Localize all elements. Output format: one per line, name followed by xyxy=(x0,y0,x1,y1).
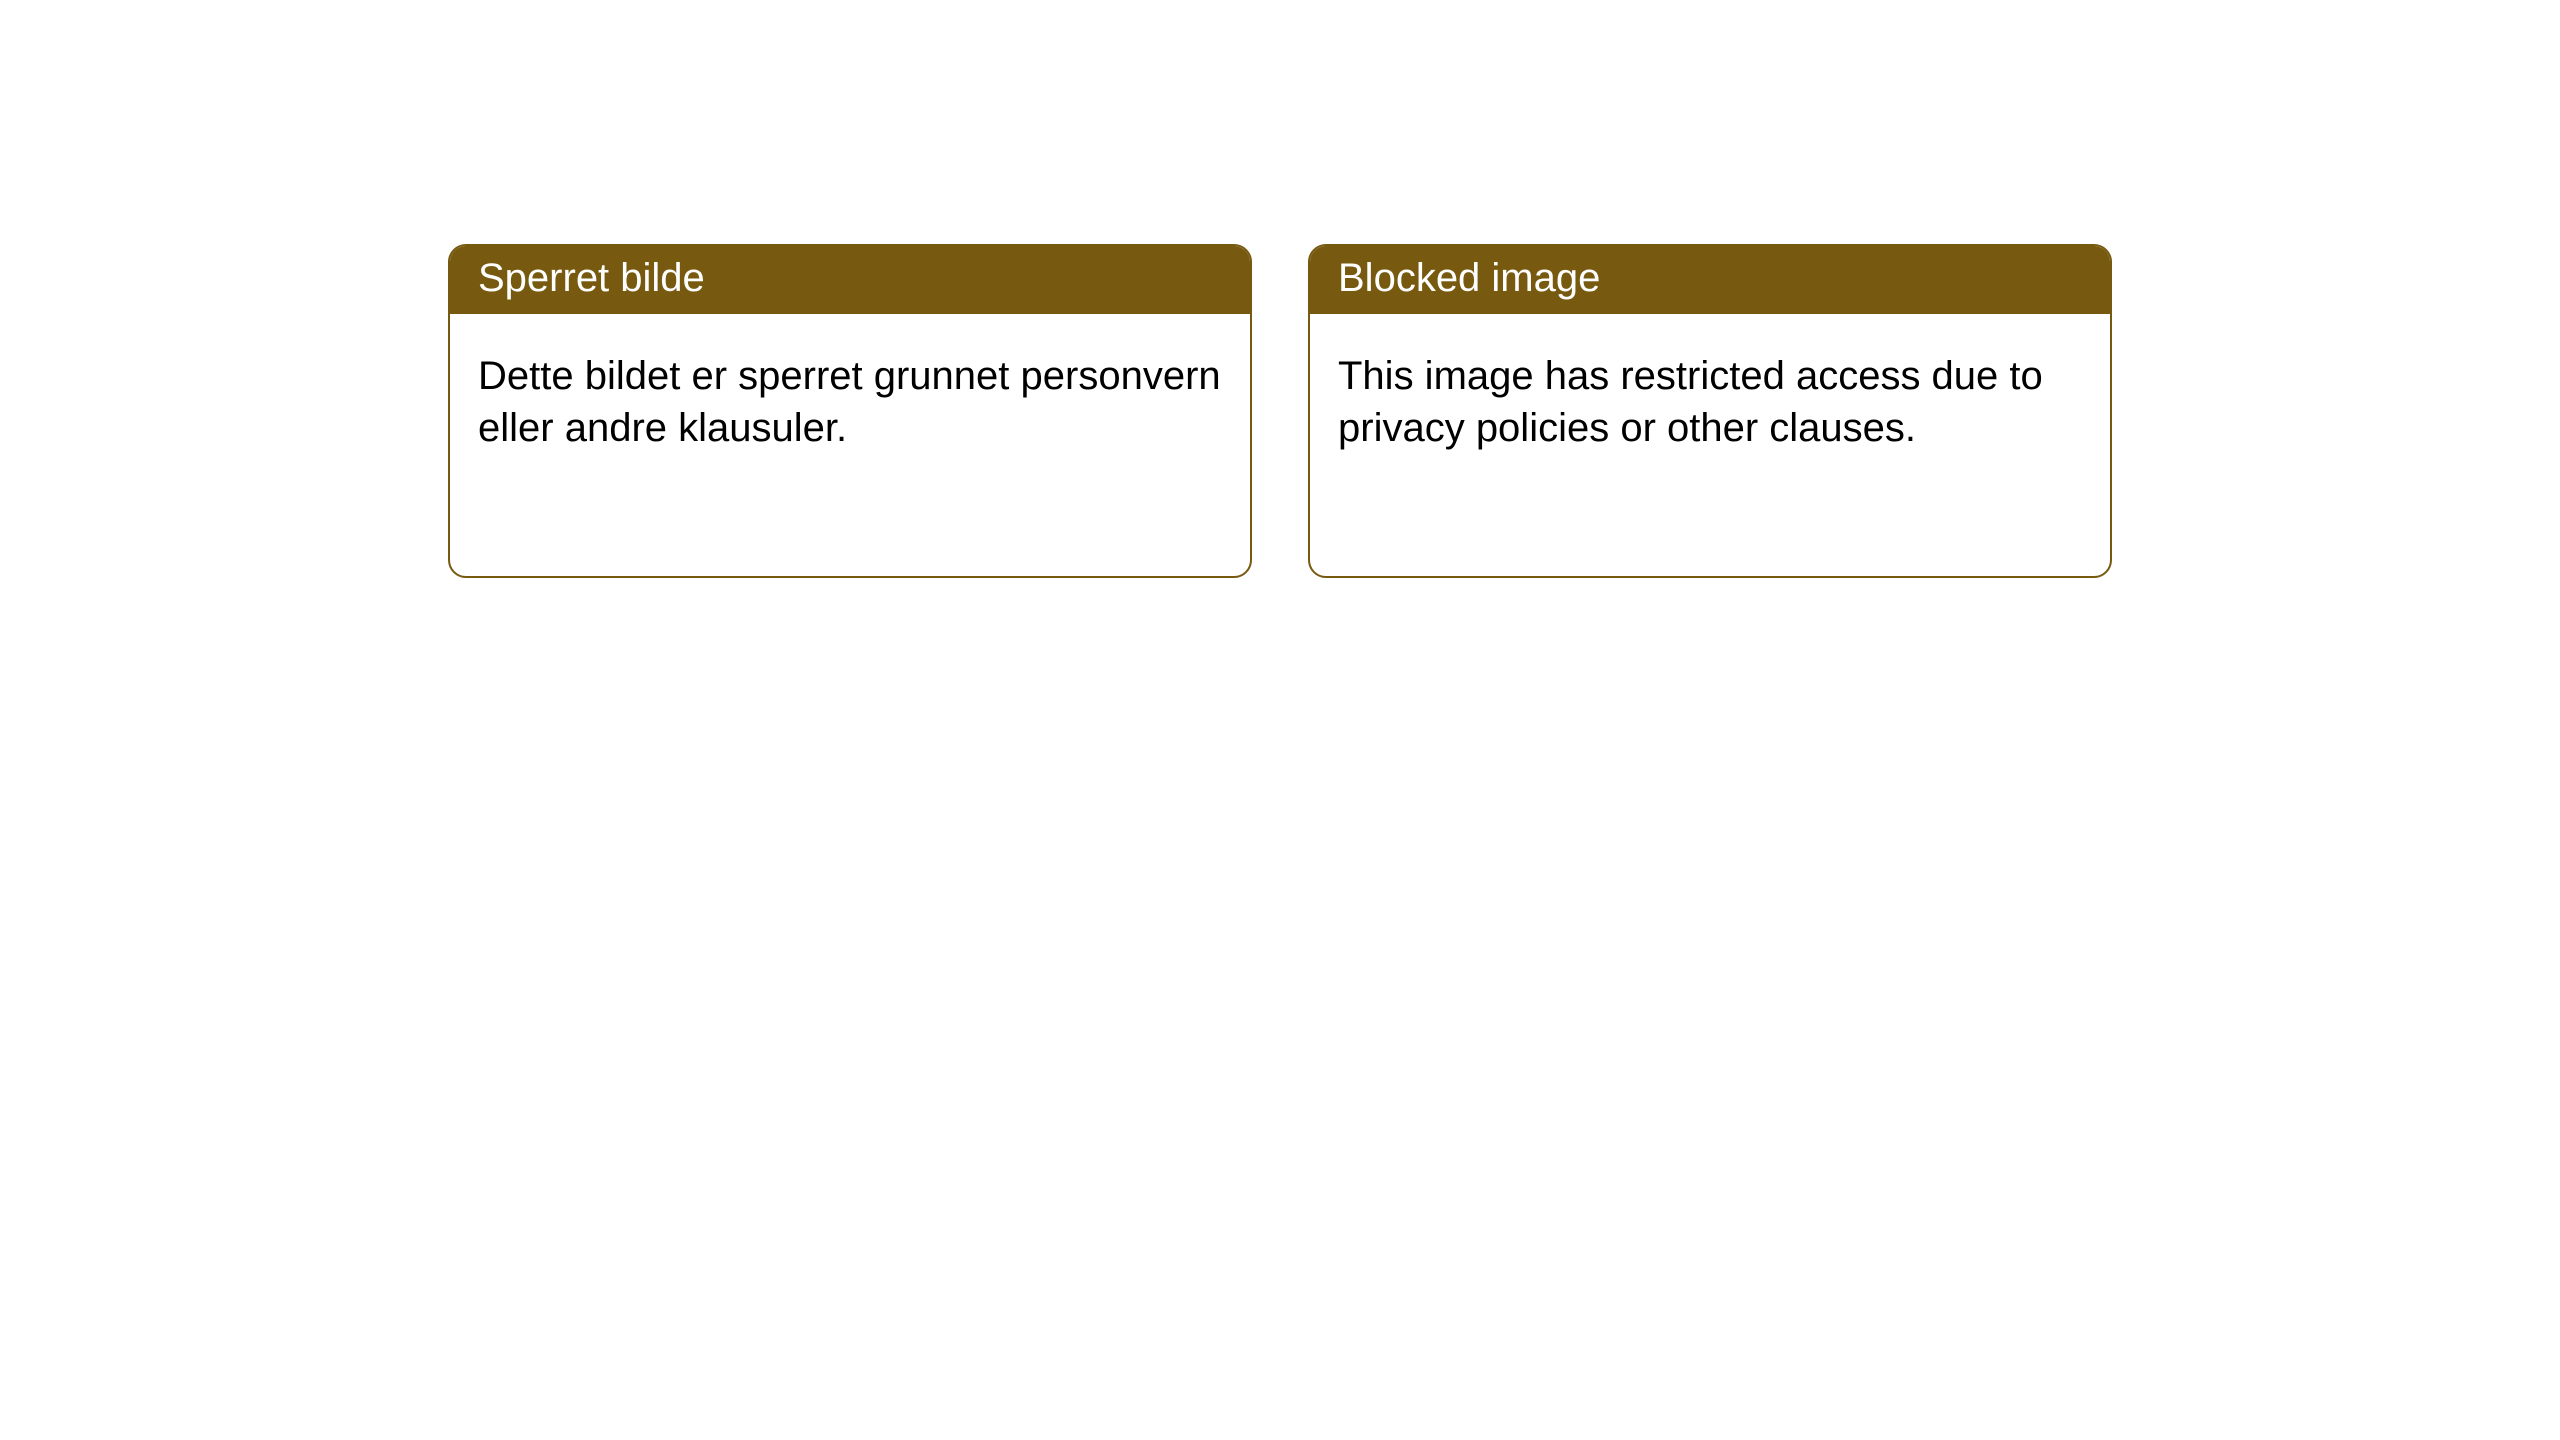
blocked-image-card-no: Sperret bilde Dette bildet er sperret gr… xyxy=(448,244,1252,578)
card-title: Sperret bilde xyxy=(450,246,1250,314)
card-body: This image has restricted access due to … xyxy=(1310,314,2110,490)
blocked-image-card-en: Blocked image This image has restricted … xyxy=(1308,244,2112,578)
card-title: Blocked image xyxy=(1310,246,2110,314)
card-body: Dette bildet er sperret grunnet personve… xyxy=(450,314,1250,490)
notice-container: Sperret bilde Dette bildet er sperret gr… xyxy=(0,0,2560,578)
